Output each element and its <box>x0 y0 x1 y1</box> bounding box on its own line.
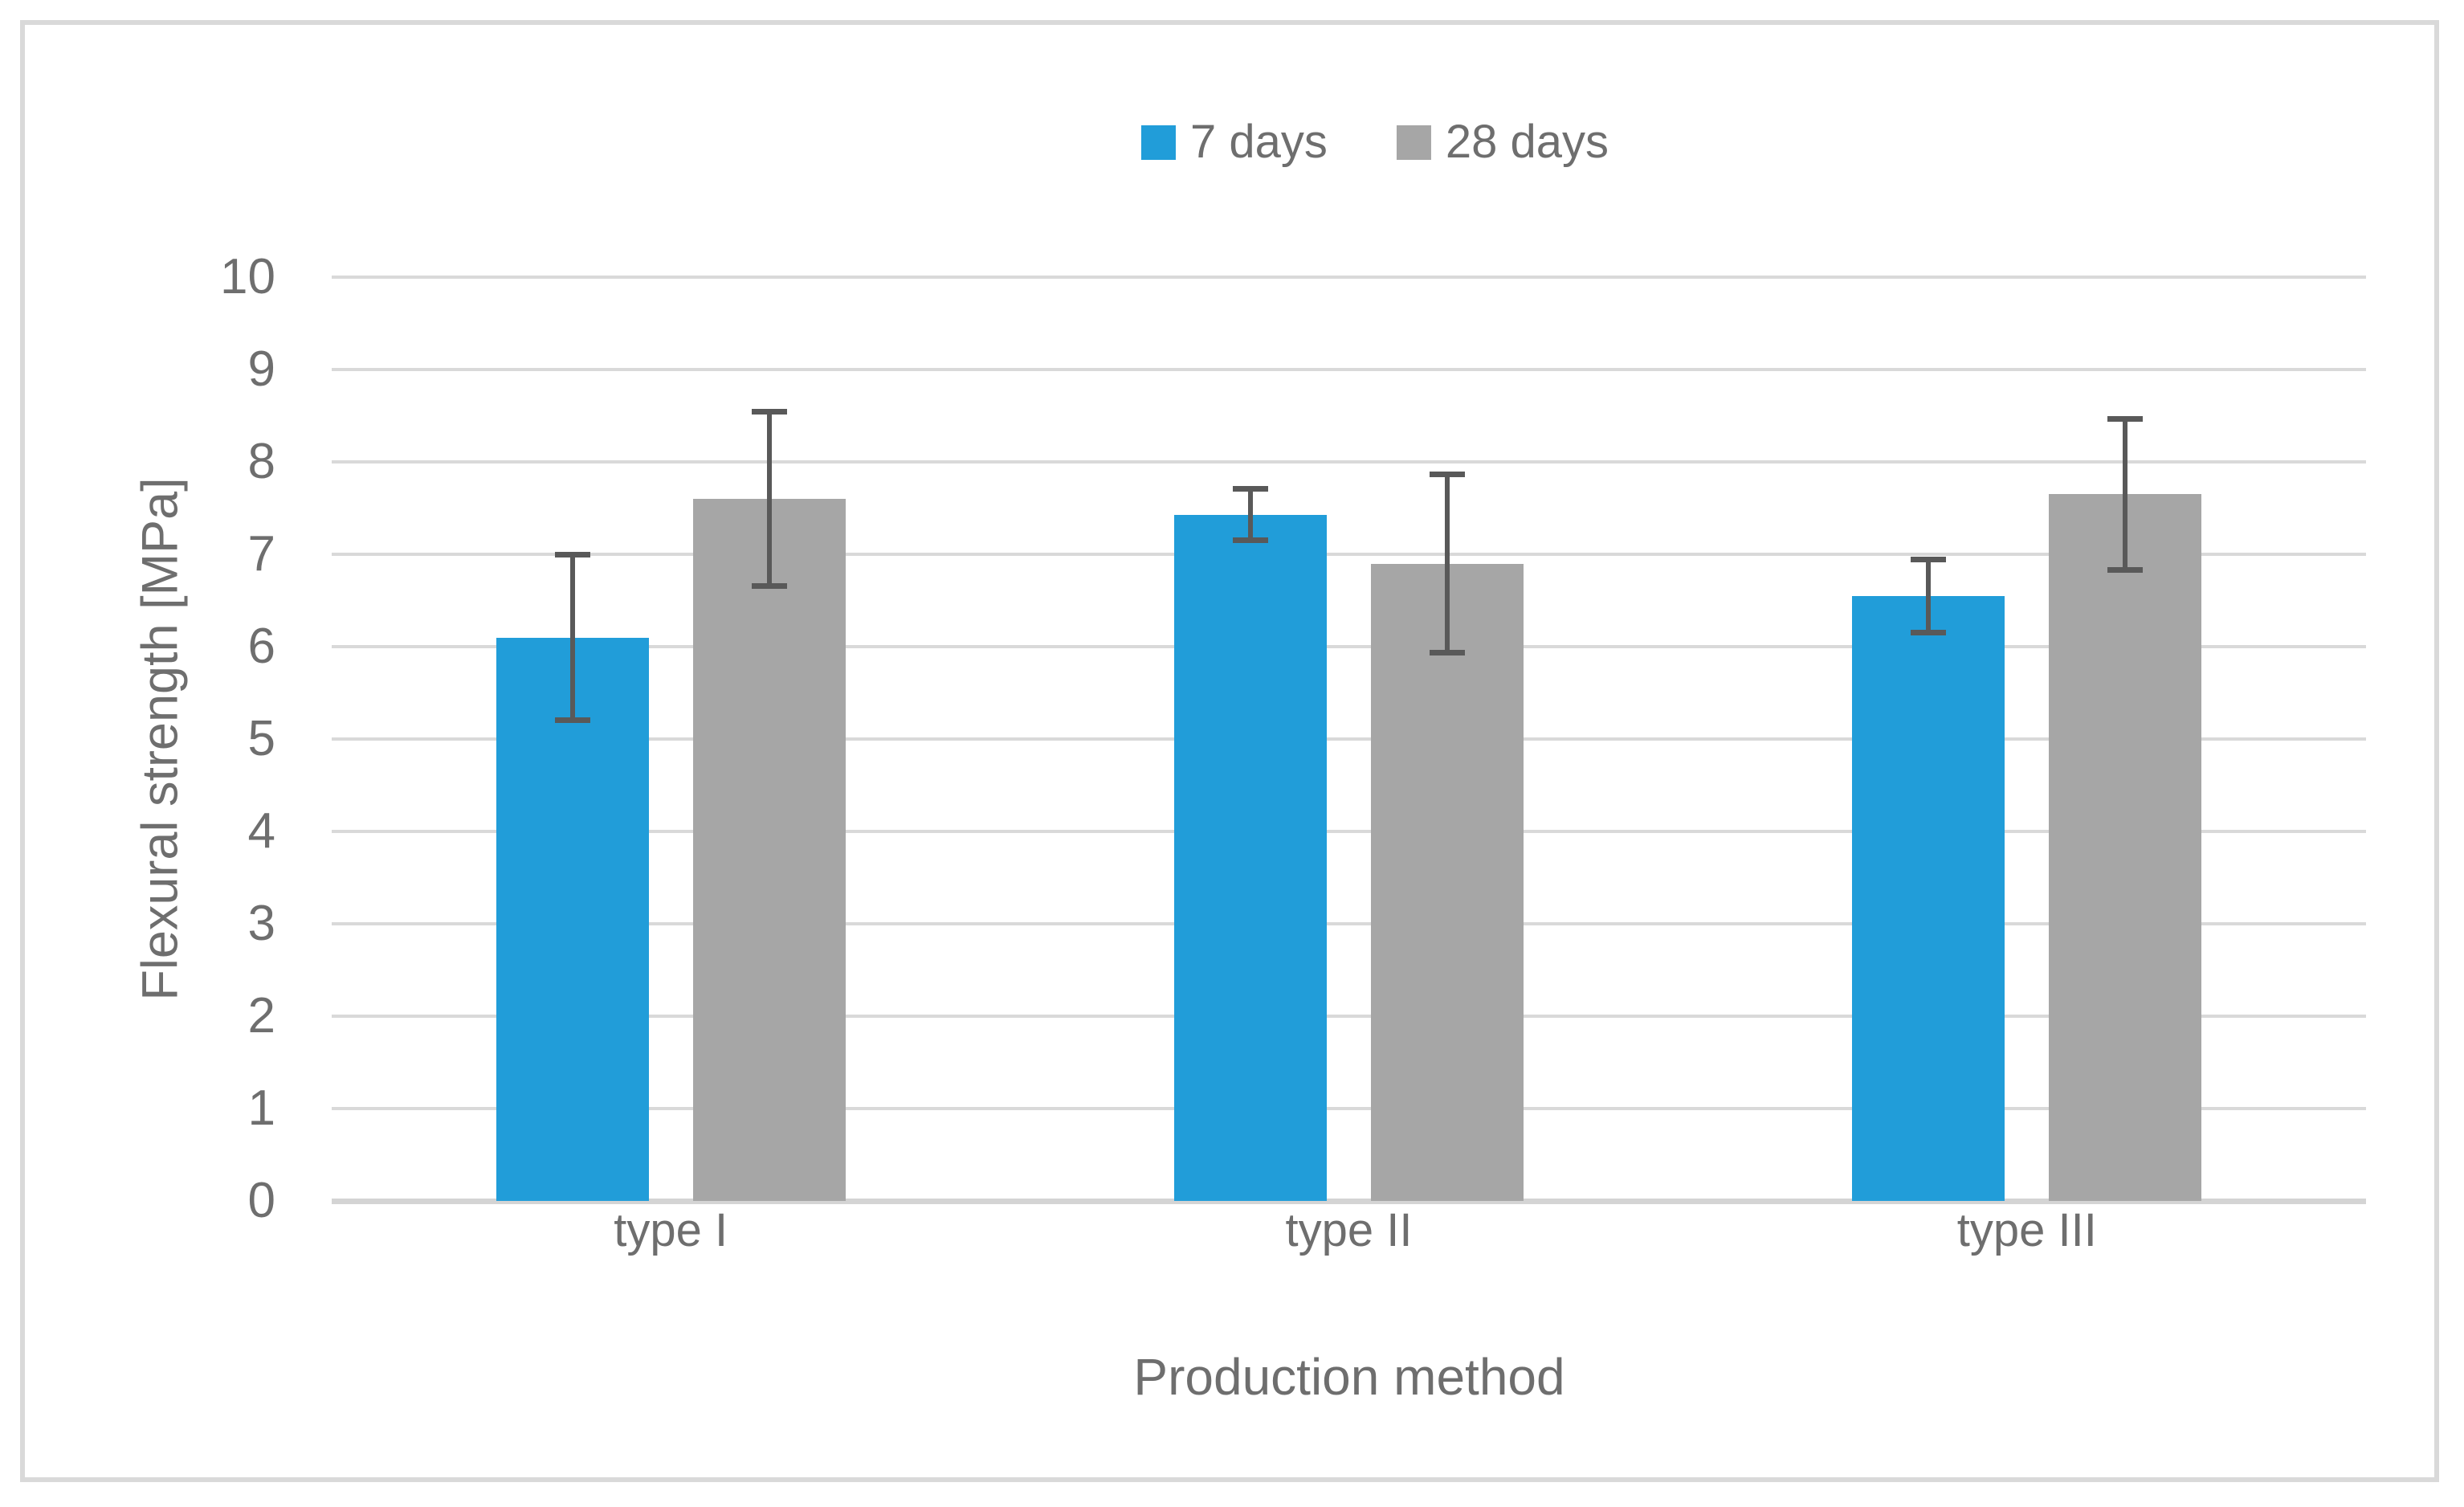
y-tick-label: 7 <box>247 526 275 582</box>
legend-swatch <box>1140 125 1176 160</box>
y-tick-label: 4 <box>247 803 275 859</box>
error-bar-cap <box>2107 415 2144 422</box>
y-tick-label: 10 <box>220 249 275 304</box>
error-bar-cap <box>751 408 787 415</box>
error-bar-line <box>766 410 772 587</box>
error-bar-line <box>569 554 575 721</box>
legend-swatch <box>1396 125 1431 160</box>
error-bar-cap <box>1911 629 1947 635</box>
x-axis-title: Production method <box>1133 1348 1565 1406</box>
y-tick-label: 1 <box>247 1080 275 1136</box>
gridline <box>332 276 2366 279</box>
bar-7-days-type-I <box>496 637 649 1201</box>
error-bar-cap <box>1233 537 1268 543</box>
legend-item: 7 days <box>1140 116 1328 168</box>
legend-label: 28 days <box>1445 116 1609 168</box>
error-bar-line <box>2123 418 2128 570</box>
error-bar-cap <box>1430 471 1465 477</box>
gridline <box>332 1107 2366 1110</box>
bar-28-days-type-II <box>1371 563 1524 1201</box>
legend-label: 7 days <box>1189 116 1328 168</box>
gridline <box>332 737 2366 741</box>
chart-legend: 7 days 28 days <box>1140 116 1609 168</box>
bar-7-days-type-II <box>1174 514 1327 1201</box>
gridline <box>332 830 2366 833</box>
error-bar-cap <box>554 717 590 723</box>
x-category-label: type III <box>1956 1204 2097 1256</box>
gridline <box>332 1015 2366 1018</box>
y-tick-label: 9 <box>247 341 275 397</box>
x-category-label: type II <box>1285 1204 1413 1256</box>
x-axis-line <box>332 1199 2366 1204</box>
gridline <box>332 645 2366 648</box>
gridline <box>332 922 2366 925</box>
error-bar-cap <box>1911 556 1947 562</box>
y-tick-label: 8 <box>247 434 275 489</box>
error-bar-line <box>1926 558 1932 633</box>
y-tick-label: 3 <box>247 896 275 951</box>
legend-item: 28 days <box>1396 116 1609 168</box>
gridline <box>332 553 2366 556</box>
bar-7-days-type-III <box>1852 595 2005 1201</box>
error-bar-line <box>1248 488 1253 541</box>
bar-28-days-type-III <box>2049 494 2202 1201</box>
gridline <box>332 460 2366 464</box>
x-category-label: type I <box>614 1204 728 1256</box>
error-bar-cap <box>1233 486 1268 492</box>
y-tick-label: 6 <box>247 619 275 674</box>
error-bar-cap <box>554 552 590 557</box>
y-tick-label: 2 <box>247 988 275 1043</box>
y-tick-label: 0 <box>247 1173 275 1228</box>
error-bar-cap <box>751 583 787 590</box>
bar-28-days-type-I <box>692 499 846 1201</box>
plot-area: 0 1 2 3 4 5 6 7 8 9 10 type I type II type III <box>220 249 2366 1254</box>
error-bar-cap <box>1430 650 1465 656</box>
y-tick-label: 5 <box>247 711 275 766</box>
gridline <box>332 368 2366 371</box>
error-bar-cap <box>2107 566 2144 573</box>
error-bar-line <box>1445 473 1450 654</box>
